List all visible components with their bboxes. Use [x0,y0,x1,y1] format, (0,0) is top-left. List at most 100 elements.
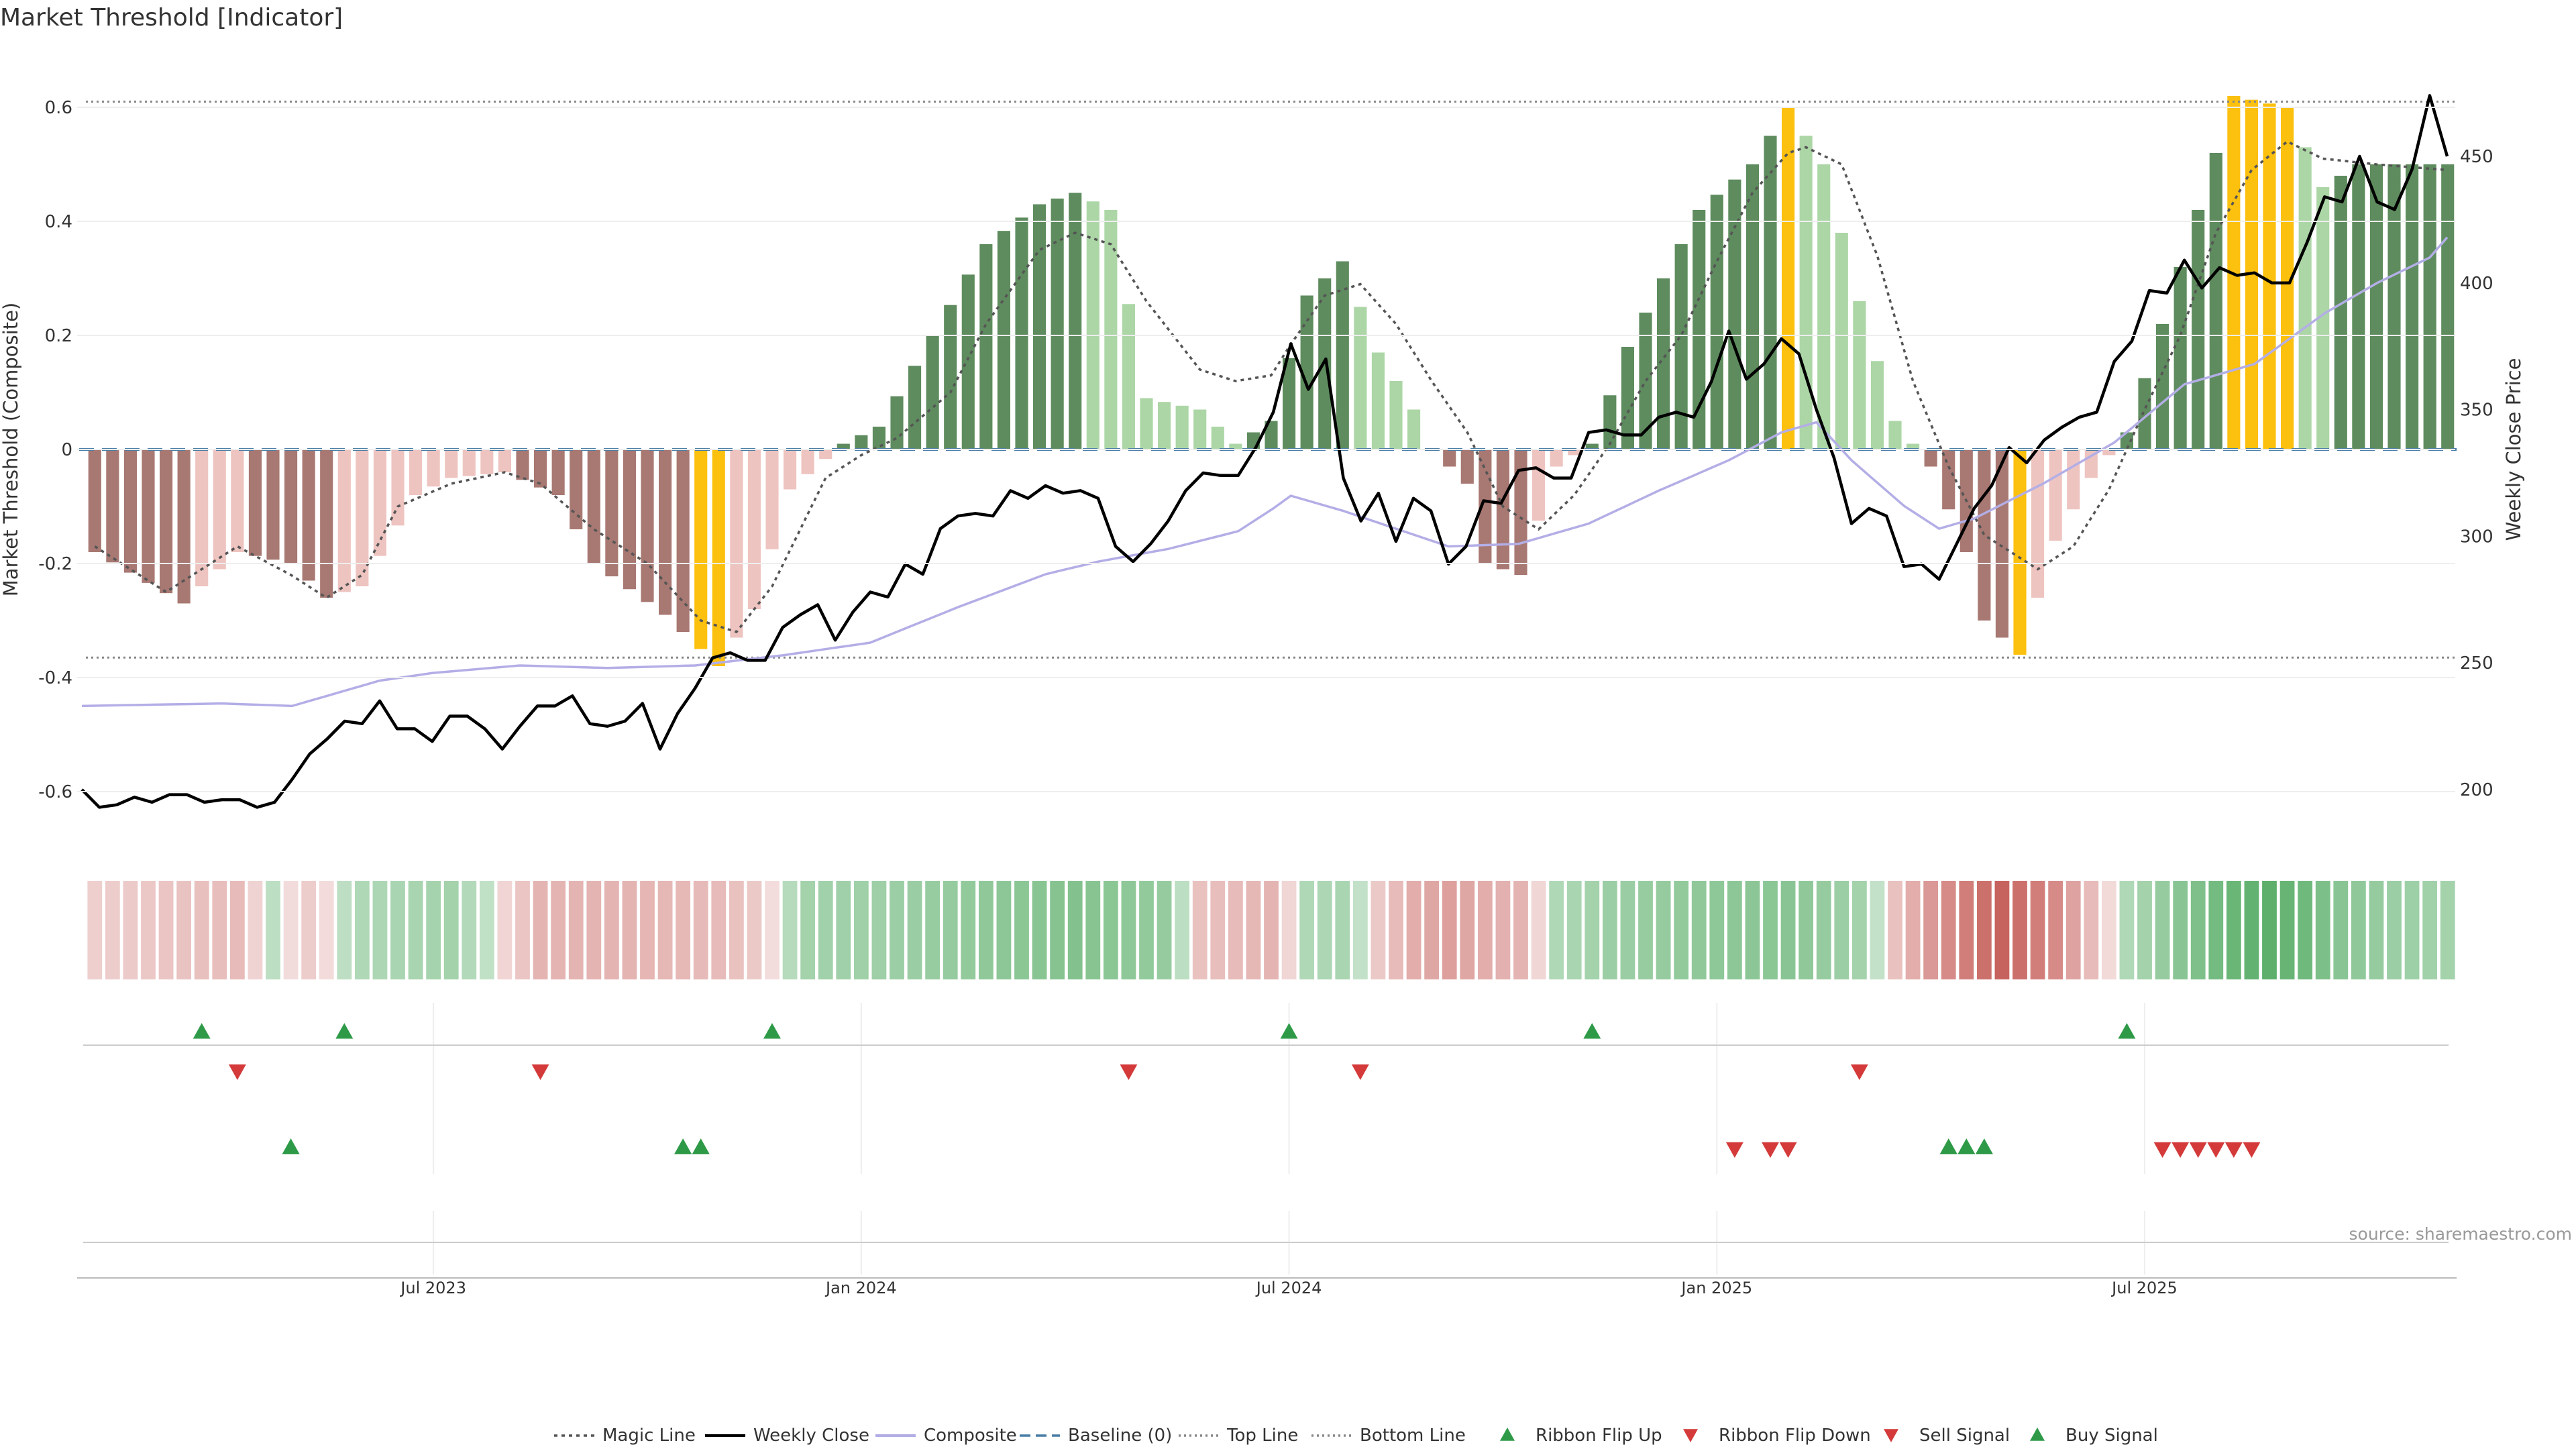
composite-bar [2316,187,2330,449]
x-tick-label: Jan 2025 [1680,1279,1752,1297]
ribbon-cell [462,881,477,979]
ribbon-cell [907,881,922,979]
ribbon-cell [1513,881,1528,979]
composite-bar [534,449,547,488]
composite-bar [1336,261,1349,449]
composite-bar [2031,449,2045,598]
ribbon-cell [1585,881,1600,979]
ribbon-cell [729,881,744,979]
legend-top-line: Top Line [1179,1426,1298,1446]
ribbon-cell [853,881,869,979]
composite-bar [1104,210,1118,449]
composite-bar [1693,210,1706,449]
buy-signal-marker [1975,1138,1993,1155]
ribbon-cell [1050,881,1065,979]
composite-bar [213,449,226,570]
ribbon-cell [533,881,548,979]
composite-bar [2352,164,2365,449]
composite-bar [1942,449,1955,510]
composite-bar [801,449,814,474]
composite-bar [195,449,209,586]
composite-bar [302,449,315,581]
composite-bar [1621,347,1634,449]
ribbon-cell [2155,881,2170,979]
ribbon-cell [337,881,352,979]
ribbon-cell [1103,881,1118,979]
x-tick-label: Jan 2024 [824,1279,897,1297]
composite-bar [266,449,280,560]
ribbon-cell [283,881,299,979]
ribbon-cell [1745,881,1760,979]
ribbon-cell [1352,881,1368,979]
ribbon-flip-up-marker [2118,1023,2136,1039]
composite-bar [1015,217,1028,449]
legend-ribbon-flip-down: Ribbon Flip Down [1683,1426,1871,1446]
ribbon-cell [1976,881,1992,979]
composite-bar [2334,176,2347,449]
right-tick-label: 200 [2460,780,2493,800]
composite-bar [837,443,850,449]
ribbon-cell [248,881,263,979]
composite-bar [231,449,244,552]
ribbon-cell [141,881,156,979]
ribbon-cell [479,881,494,979]
ribbon-cell [1246,881,1261,979]
ribbon-cell [1905,881,1921,979]
sell-signal-marker [2243,1142,2261,1158]
ribbon-cell [1851,881,1867,979]
left-tick-label: 0.6 [45,98,72,118]
legend-sell-signal: Sell Signal [1884,1426,2010,1446]
composite-bar [1389,381,1403,449]
legend-label: Ribbon Flip Up [1536,1426,1662,1446]
composite-bar [516,449,529,480]
ribbon-cell [1335,881,1350,979]
buy-signal-marker [692,1138,710,1155]
ribbon-cell [1566,881,1582,979]
composite-bar [1265,421,1278,449]
composite-bar [337,449,351,592]
sell-signal-marker [2207,1142,2225,1158]
ribbon-cell [2084,881,2099,979]
ribbon-cell [2030,881,2045,979]
composite-bar [1283,358,1296,449]
composite-bar [2102,449,2116,455]
composite-bar [890,396,904,449]
legend-label: Top Line [1226,1426,1298,1446]
composite-bar [248,449,262,556]
ribbon-cell [1157,881,1172,979]
composite-bar [1782,107,1795,449]
legend-swatch [1884,1429,1898,1442]
ribbon-cell [194,881,209,979]
ribbon-cell [961,881,976,979]
composite-bar [2209,153,2222,449]
ribbon-flip-down-marker [1120,1064,1138,1080]
composite-bar [106,449,119,563]
ribbon-cell [1888,881,1902,979]
x-axis: Jul 2023 Jan 2024 Jul 2024 Jan 2025 Jul 2025 [77,1277,2457,1297]
x-tick-label: Jul 2024 [1255,1279,1322,1297]
composite-bar [177,449,191,604]
left-tick-label: -0.6 [38,782,72,802]
composite-bar [1585,443,1599,449]
composite-bar [391,449,405,526]
ribbon-cell [266,881,280,979]
composite-bar [2263,103,2276,450]
ribbon-cell [1709,881,1725,979]
composite-bar [1086,201,1099,449]
composite-bar [944,305,957,449]
ribbon-strip [87,881,2455,979]
composite-bar [1907,443,1920,449]
composite-bar [997,231,1010,449]
composite-bar [1657,278,1670,449]
ribbon-cell [372,881,388,979]
ribbon-cell [1531,881,1546,979]
ribbon-flip-down-marker [1351,1064,1369,1080]
composite-line [81,236,2449,708]
composite-bar [1603,395,1617,449]
composite-bar [2406,164,2419,449]
composite-bar [142,449,155,583]
composite-bar [747,449,761,609]
ribbon-cell [1192,881,1208,979]
ribbon-cell [390,881,405,979]
ribbon-cell [2226,881,2241,979]
